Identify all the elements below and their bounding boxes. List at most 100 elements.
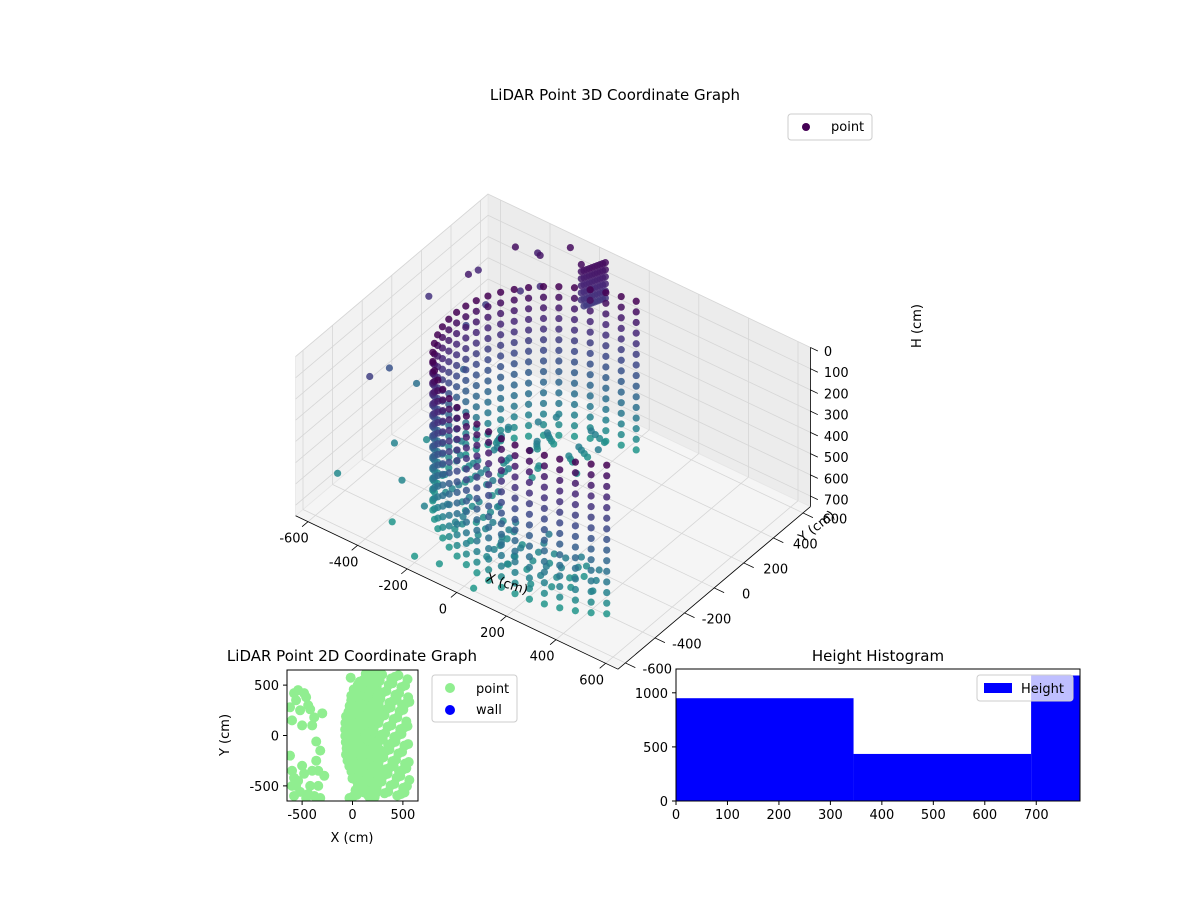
point-3d (484, 377, 492, 385)
point-3d (439, 502, 447, 510)
point-3d (497, 551, 505, 560)
point-2d (287, 780, 298, 791)
point-3d (617, 292, 625, 301)
points-3d (334, 243, 640, 618)
point-3d (550, 550, 558, 558)
point-3d (497, 467, 505, 475)
point-3d (439, 449, 447, 457)
point-3d (439, 407, 447, 415)
point-3d (485, 534, 493, 542)
point-3d (484, 324, 492, 332)
point-3d (570, 422, 579, 430)
point-3d (571, 501, 579, 509)
point-3d (473, 526, 481, 534)
histogram-legend-frame (976, 674, 1074, 702)
point-3d (485, 576, 493, 584)
grid-line-z-back (487, 321, 811, 476)
point-3d (445, 347, 453, 355)
point-3d (445, 379, 453, 387)
tick-label-y: -400 (672, 638, 702, 653)
point-3d (445, 394, 453, 403)
point-3d (580, 302, 588, 310)
point-3d (570, 390, 579, 398)
point-3d (510, 392, 518, 400)
tick-label-x: -200 (379, 579, 409, 594)
tick-label-x: -400 (329, 555, 359, 570)
grid-line-z-back (487, 193, 811, 348)
point-2d (301, 692, 312, 703)
point-3d (539, 389, 548, 397)
point-3d (524, 305, 533, 313)
point-3d (632, 435, 640, 443)
point-3d (548, 583, 556, 591)
tick-label-x: 200 (480, 626, 505, 641)
point-3d (571, 607, 579, 615)
point-3d (534, 548, 543, 556)
point-3d (484, 303, 492, 311)
point-3d (586, 339, 594, 347)
point-3d (473, 431, 481, 439)
point-3d (587, 556, 595, 564)
point-3d (453, 414, 461, 422)
ticks-2d: -500 0 500 -500 0 500 (249, 679, 415, 823)
tick-mark-z (810, 495, 819, 500)
x-axis-label-2d: X (cm) (331, 831, 374, 846)
tick-label-x-2d: -500 (287, 808, 317, 823)
grid-line-z-back (487, 299, 811, 454)
point-3d (540, 557, 548, 566)
point-3d (462, 423, 470, 431)
point-2d (289, 790, 300, 801)
point-2d (353, 765, 364, 776)
tick-label-x-hist: 100 (715, 808, 740, 823)
grid-line-z-left (295, 321, 489, 485)
point-3d (434, 331, 442, 339)
point-3d (439, 534, 447, 542)
point-2d (356, 699, 367, 710)
legend-3d-frame (787, 113, 873, 141)
point-3d (485, 491, 493, 500)
point-3d (545, 530, 553, 538)
point-3d (510, 317, 518, 325)
tick-label-y-hist: 500 (643, 741, 668, 756)
tick-mark-x (549, 639, 557, 645)
point-3d (511, 590, 519, 598)
point-3d (570, 432, 579, 440)
point-3d (473, 537, 481, 545)
point-3d (587, 534, 595, 543)
point-3d (540, 547, 548, 555)
point-3d (525, 531, 534, 540)
legend-2d-wall-marker (445, 705, 455, 715)
grid-line-y-floor (480, 359, 804, 514)
point-3d (462, 444, 470, 452)
tick-label-y-hist: 0 (660, 795, 668, 810)
point-2d (346, 755, 357, 766)
point-3d (524, 337, 533, 345)
point-2d (372, 760, 383, 771)
point-3d (472, 297, 480, 305)
point-3d (586, 392, 594, 400)
point-3d (472, 371, 480, 379)
point-3d (565, 452, 573, 460)
point-3d (497, 509, 505, 517)
point-3d (462, 454, 470, 463)
point-3d (577, 260, 585, 269)
point-3d (510, 328, 518, 336)
point-3d (439, 460, 447, 468)
tick-mark-y (773, 537, 784, 544)
grid-3d (295, 193, 811, 664)
point-3d (473, 547, 481, 556)
point-2d (305, 704, 316, 715)
point-3d (603, 461, 611, 469)
point-3d (577, 296, 585, 304)
point-3d (555, 325, 563, 333)
point-3d (617, 377, 625, 386)
histogram-bar (853, 753, 1032, 801)
point-2d (352, 747, 363, 758)
point-3d (485, 566, 493, 574)
point-3d (511, 537, 519, 545)
point-3d (539, 367, 548, 376)
point-3d (420, 502, 428, 510)
point-3d (617, 399, 625, 407)
point-3d (472, 360, 480, 368)
point-3d (445, 479, 453, 488)
